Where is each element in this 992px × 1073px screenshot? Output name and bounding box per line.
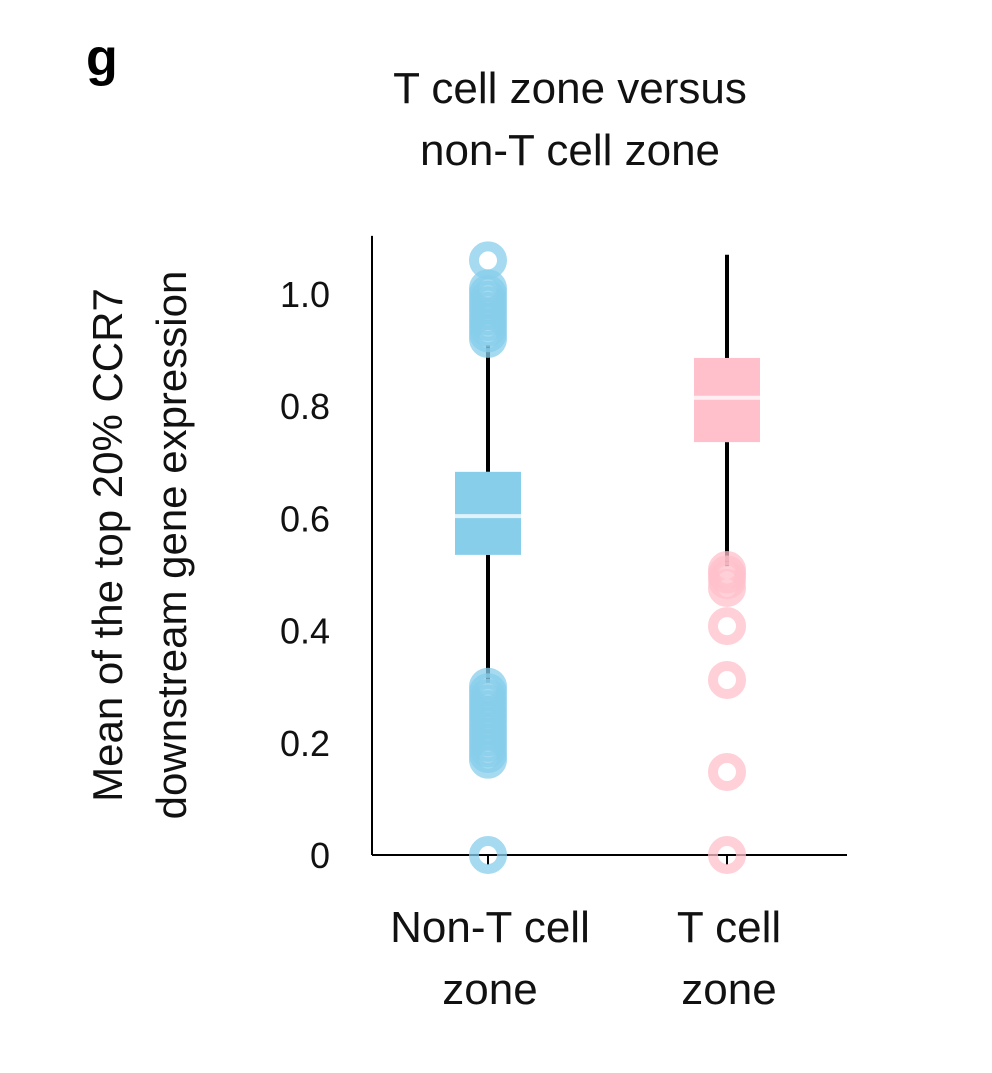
y-tick-label: 1.0 [280, 274, 330, 315]
box [455, 471, 521, 555]
outlier-point [708, 660, 746, 699]
outlier-point [469, 241, 507, 280]
chart-title: T cell zone versus non-T cell zone [330, 58, 810, 182]
x-category-label: zone [681, 965, 776, 1014]
x-category-label: Non-T cell [390, 903, 590, 952]
outlier-point [469, 836, 507, 874]
y-tick-label: 0.8 [280, 386, 330, 427]
title-line-1: T cell zone versus [393, 64, 747, 113]
x-category-label: T cell [677, 903, 781, 952]
outlier-point [469, 667, 507, 706]
y-tick-label: 0 [310, 835, 330, 876]
title-line-2: non-T cell zone [419, 126, 721, 175]
outlier-point [708, 551, 746, 590]
y-tick-label: 0.4 [280, 611, 330, 652]
box [694, 357, 760, 443]
outlier-point [708, 607, 746, 646]
panel-label: g [86, 29, 118, 87]
x-category-label: zone [442, 965, 537, 1014]
y-tick-label: 0.2 [280, 723, 330, 764]
outlier-point [708, 752, 746, 791]
y-tick-label: 0.6 [280, 498, 330, 539]
outlier-point [708, 836, 746, 874]
